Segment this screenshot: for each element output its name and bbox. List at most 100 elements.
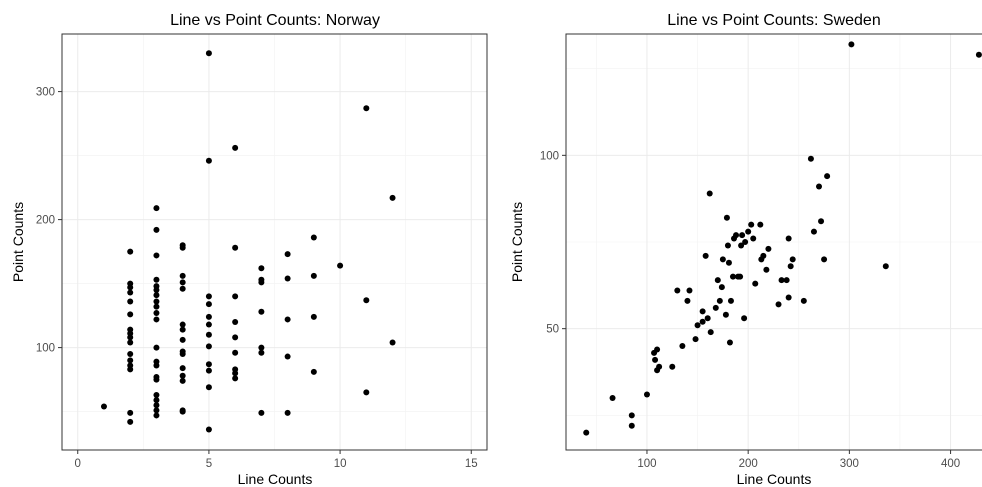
data-point	[821, 256, 828, 263]
data-point	[205, 157, 212, 164]
data-points	[100, 50, 396, 433]
data-point	[179, 365, 186, 372]
data-point	[739, 232, 746, 239]
data-point	[205, 313, 212, 320]
data-point	[258, 308, 265, 315]
data-point	[127, 248, 134, 255]
data-point	[153, 391, 160, 398]
norway-scatter-chart: Line vs Point Counts: Norway 0 5 10 15 100 20…	[10, 12, 488, 487]
data-point	[258, 279, 265, 286]
sweden-scatter-chart: Line vs Point Counts: Sweden 100 200 300 40…	[509, 12, 982, 487]
data-point	[205, 321, 212, 328]
data-point	[737, 273, 744, 280]
data-point	[741, 315, 748, 322]
data-point	[718, 284, 725, 291]
data-point	[724, 242, 731, 249]
x-tick-label: 15	[465, 458, 478, 470]
data-point	[127, 311, 134, 318]
data-point	[310, 272, 317, 279]
plot-panel-border	[61, 33, 488, 451]
data-point	[699, 308, 706, 315]
data-point	[725, 259, 732, 266]
gridlines	[62, 34, 487, 450]
data-point	[205, 343, 212, 350]
data-point	[363, 297, 370, 304]
data-point	[778, 277, 785, 284]
data-point	[179, 326, 186, 333]
data-point	[729, 273, 736, 280]
data-point	[127, 366, 134, 373]
data-point	[783, 277, 790, 284]
data-point	[153, 362, 160, 369]
data-point	[692, 336, 699, 343]
data-point	[127, 409, 134, 416]
data-point	[232, 375, 239, 382]
data-point	[716, 297, 723, 304]
data-point	[232, 370, 239, 377]
data-point	[704, 315, 711, 322]
data-point	[785, 294, 792, 301]
axis-ticks: 100 200 300 400 50 100	[540, 150, 960, 470]
data-point	[787, 263, 794, 270]
data-point	[205, 50, 212, 57]
data-point	[684, 297, 691, 304]
data-point	[153, 276, 160, 283]
data-point	[656, 363, 663, 370]
data-point	[775, 301, 782, 308]
data-point	[727, 297, 734, 304]
data-point	[127, 298, 134, 305]
data-point	[179, 244, 186, 251]
data-point	[284, 275, 291, 282]
x-tick-label: 0	[75, 458, 81, 470]
data-point	[179, 272, 186, 279]
data-point	[745, 228, 752, 235]
data-point	[702, 252, 709, 259]
data-point	[153, 205, 160, 212]
y-axis-label: Point Counts	[509, 202, 525, 282]
data-point	[153, 397, 160, 404]
data-point	[726, 339, 733, 346]
chart-title: Line vs Point Counts: Sweden	[667, 12, 880, 29]
data-point	[643, 391, 650, 398]
data-point	[153, 287, 160, 293]
data-point	[389, 339, 396, 346]
data-point	[722, 311, 729, 318]
data-point	[714, 277, 721, 284]
data-point	[752, 280, 759, 287]
data-point	[127, 334, 134, 341]
data-point	[712, 304, 719, 311]
data-point	[789, 256, 796, 263]
data-point	[258, 344, 265, 351]
x-axis-label: Line Counts	[737, 471, 812, 487]
y-tick-label: 200	[36, 215, 55, 227]
data-point	[153, 407, 160, 414]
data-point	[153, 226, 160, 233]
data-point	[824, 173, 831, 180]
data-point	[310, 368, 317, 375]
data-point	[127, 289, 134, 296]
data-point	[232, 293, 239, 300]
data-point	[179, 351, 186, 357]
data-point	[127, 339, 134, 346]
data-point	[310, 234, 317, 241]
data-point	[733, 232, 740, 239]
data-point	[337, 262, 344, 269]
y-tick-label: 100	[36, 343, 55, 355]
data-point	[232, 144, 239, 151]
data-point	[760, 252, 767, 259]
data-point	[205, 293, 212, 300]
x-tick-label: 100	[637, 458, 656, 470]
data-point	[706, 190, 713, 197]
data-point	[807, 155, 814, 162]
data-point	[694, 322, 701, 329]
data-point	[127, 351, 134, 357]
data-point	[153, 310, 160, 317]
data-point	[153, 292, 160, 299]
data-point	[818, 218, 825, 225]
data-point	[153, 298, 160, 305]
data-point	[583, 429, 590, 436]
data-point	[363, 105, 370, 112]
data-point	[205, 384, 212, 391]
data-point	[816, 183, 823, 190]
